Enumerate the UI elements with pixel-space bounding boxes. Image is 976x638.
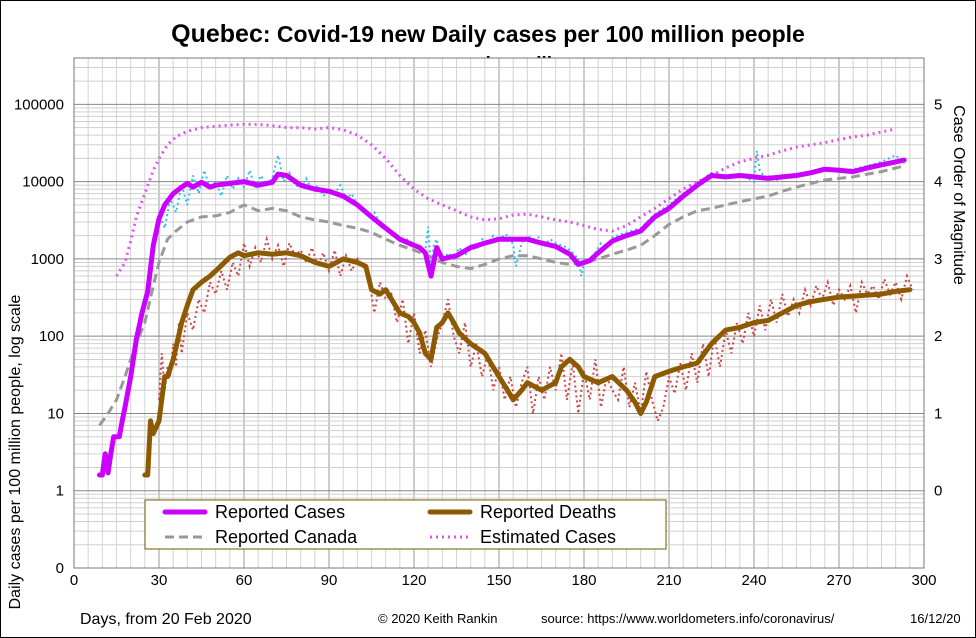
x-tick-label: 90 — [321, 572, 338, 589]
y-right-tick-label: 1 — [934, 405, 942, 422]
y-axis-right-label: Case Order of Magnitude — [950, 105, 967, 285]
x-tick-label: 300 — [911, 572, 936, 589]
x-tick-label: 0 — [70, 572, 78, 589]
y-right-tick-label: 3 — [934, 251, 942, 268]
x-tick-label: 30 — [151, 572, 168, 589]
x-tick-label: 150 — [486, 572, 511, 589]
series-line-reported-canada — [98, 164, 905, 427]
y-left-tick-label: 10 — [47, 405, 64, 422]
y-right-tick-label: 5 — [934, 96, 942, 113]
y-left-tick-label: 100 — [39, 328, 64, 345]
y-left-tick-label: 1 — [56, 483, 64, 500]
series-layer — [97, 122, 914, 478]
y-left-tick-label: 10000 — [22, 174, 64, 191]
series-line-daily-cases-raw — [152, 150, 905, 277]
x-tick-label: 60 — [236, 572, 253, 589]
chart-title: Quebec: Covid-19 new Daily cases per 100… — [171, 20, 805, 48]
grid-lines — [73, 58, 925, 569]
y-right-tick-label: 2 — [934, 328, 942, 345]
x-axis-ticks: 0 30 60 90 120 150 180 210 240 270 300 — [70, 572, 937, 589]
legend-box — [144, 499, 667, 550]
legend: Reported Cases Reported Deaths Reported Ca… — [162, 502, 616, 547]
x-tick-label: 240 — [741, 572, 766, 589]
x-tick-label: 120 — [401, 572, 426, 589]
credit-text: © 2020 Keith Rankin — [378, 611, 497, 626]
chart-title-rest: : Covid-19 new Daily cases per 100 milli… — [263, 21, 805, 47]
y-axis-left-ticks: 0 1 10 100 1000 10000 100000 — [14, 96, 64, 577]
plot-border — [73, 57, 925, 569]
x-axis-label: Days, from 20 Feb 2020 — [80, 611, 252, 628]
x-tick-label: 270 — [826, 572, 851, 589]
y-left-tick-label: 1000 — [31, 251, 64, 268]
y-right-tick-label: 4 — [934, 174, 942, 191]
legend-label-reported-deaths: Reported Deaths — [480, 502, 616, 522]
legend-label-reported-canada: Reported Canada — [215, 527, 358, 547]
series-line-estimated-cases — [115, 122, 897, 277]
series-line-reported-deaths — [142, 250, 913, 478]
source-text: source: https://www.worldometers.info/co… — [541, 611, 835, 626]
y-right-tick-label: 0 — [934, 483, 942, 500]
y-axis-right-ticks: 0 1 2 3 4 5 — [934, 96, 942, 499]
legend-label-reported-cases: Reported Cases — [215, 502, 345, 522]
chart-title-bold: Quebec — [171, 20, 263, 48]
y-left-tick-label: 100000 — [14, 96, 64, 113]
y-left-tick-label: 0 — [56, 560, 64, 577]
x-tick-label: 180 — [571, 572, 596, 589]
date-text: 16/12/20 — [910, 611, 961, 626]
x-tick-label: 210 — [656, 572, 681, 589]
series-line-reported-cases — [97, 157, 907, 478]
legend-label-estimated-cases: Estimated Cases — [480, 527, 616, 547]
y-axis-left-label: Daily cases per 100 million people, log … — [7, 294, 24, 609]
